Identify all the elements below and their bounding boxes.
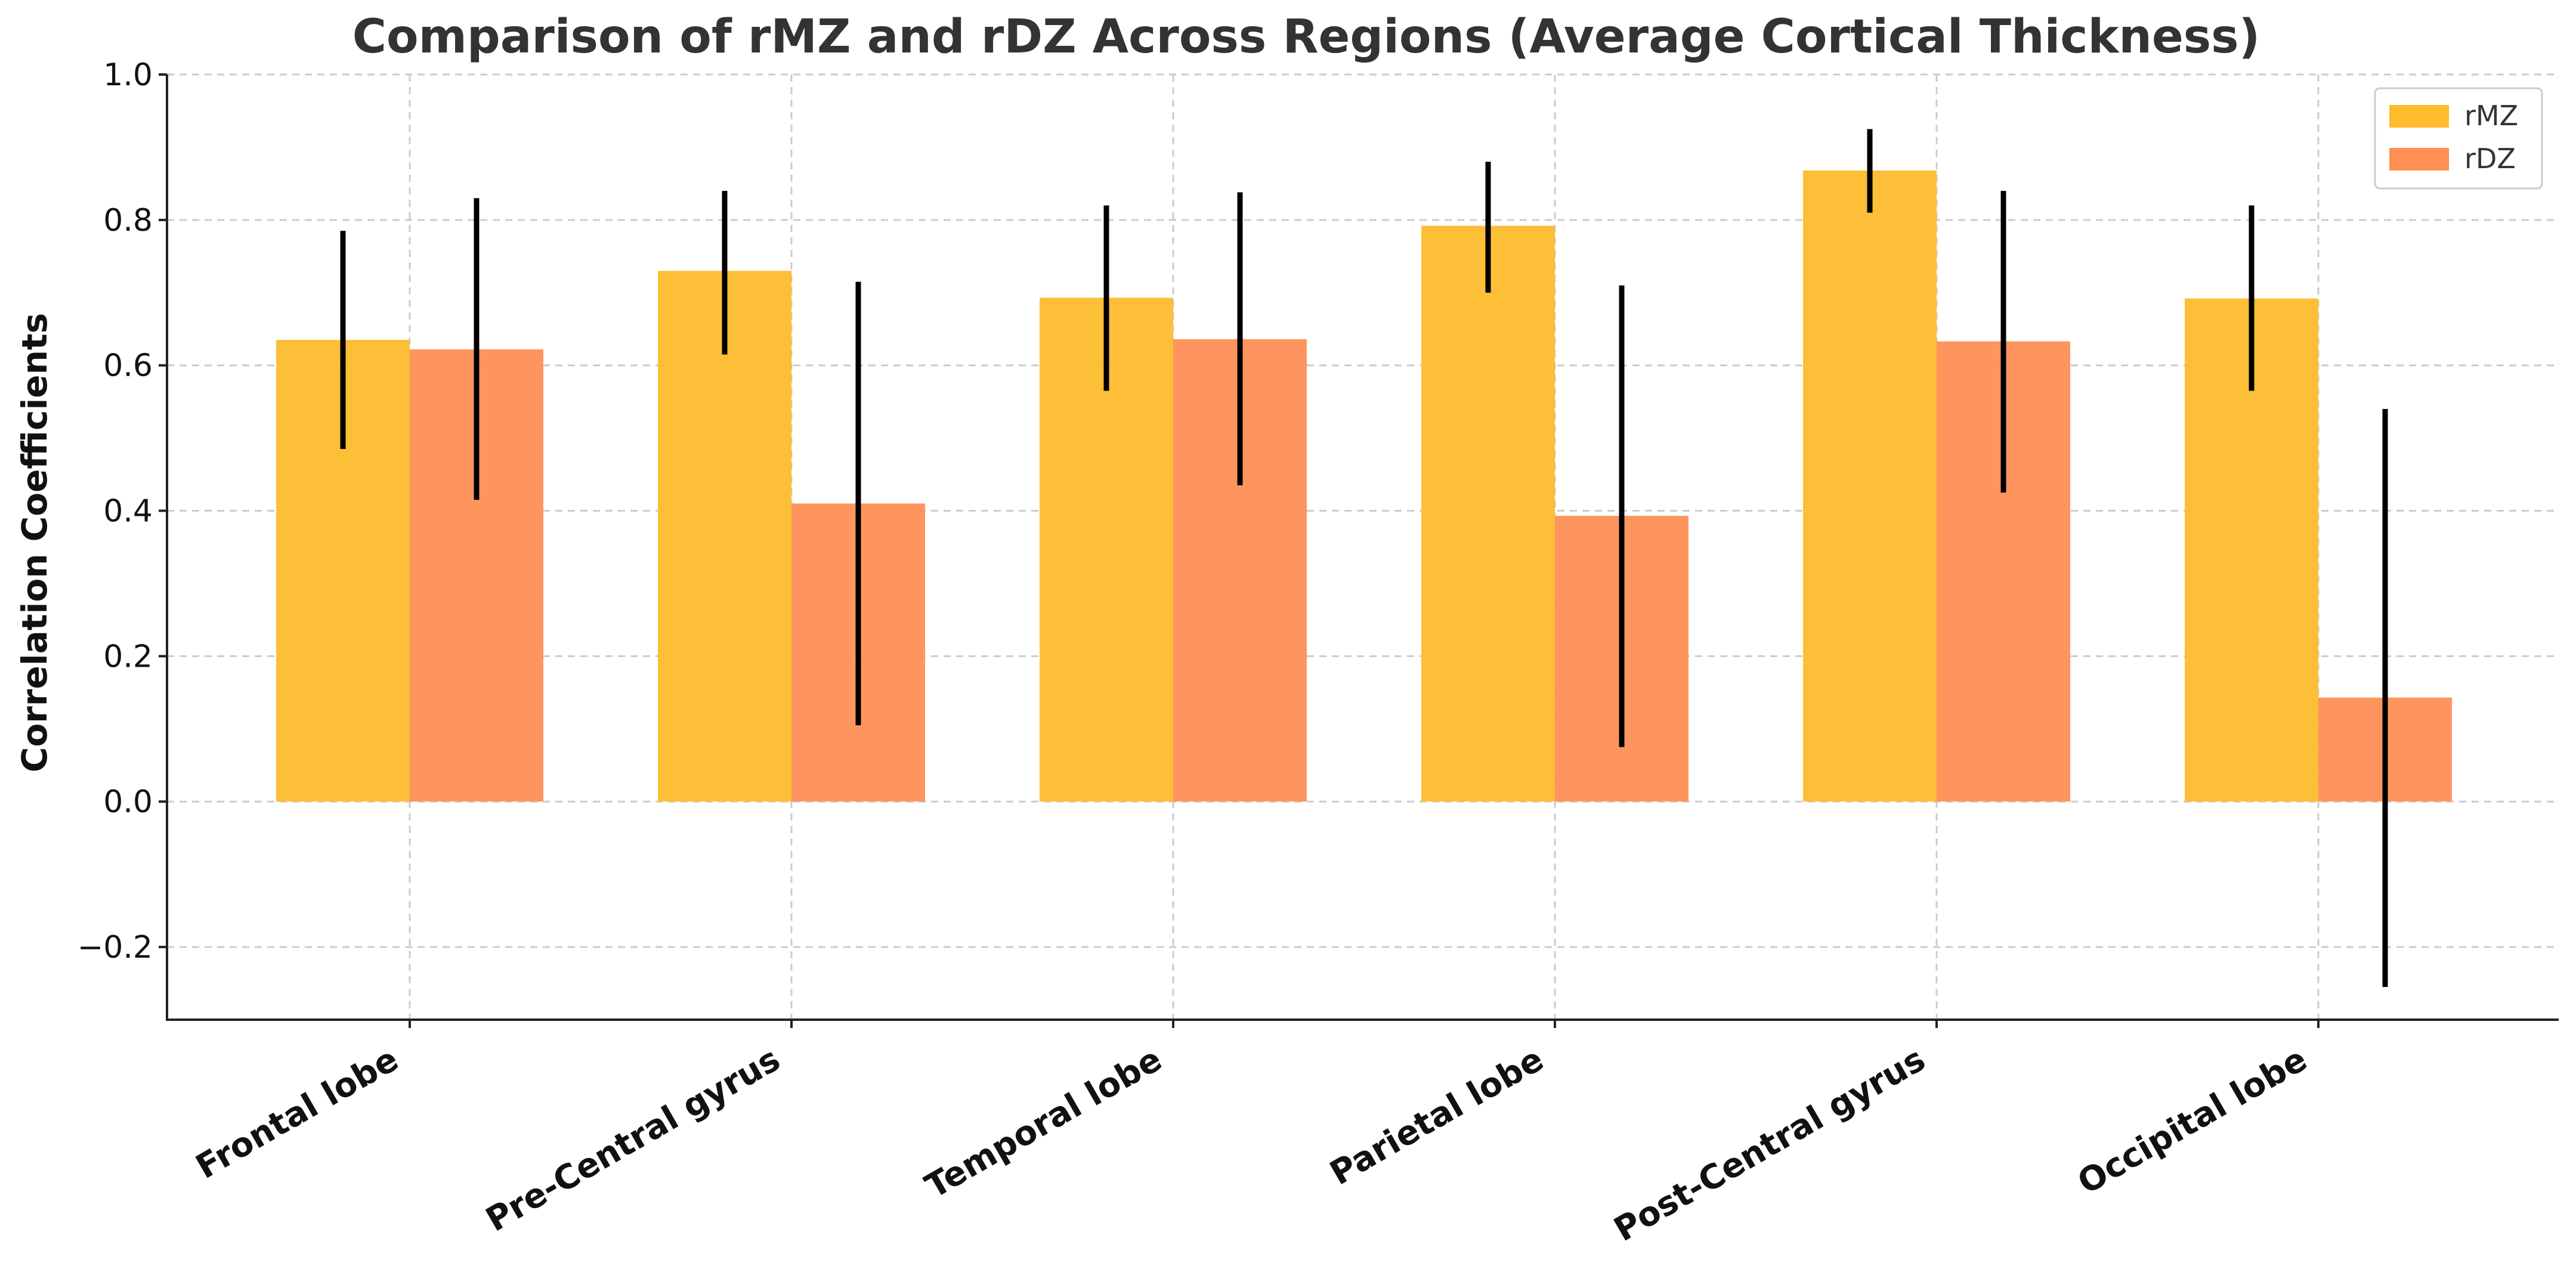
legend-label-rmz: rMZ (2464, 100, 2518, 132)
legend-swatch-rdz (2389, 148, 2449, 171)
legend-label-rdz: rDZ (2464, 143, 2516, 175)
y-tick-label: 0.2 (103, 639, 153, 674)
bars-layer (276, 171, 2452, 801)
x-tick-label: Pre-Central gyrus (480, 1040, 787, 1240)
legend: rMZ rDZ (2375, 88, 2542, 188)
error-bars-layer (343, 129, 2385, 987)
y-tick-label: 0.6 (103, 348, 153, 384)
chart-container: Comparison of rMZ and rDZ Across Regions… (0, 0, 2576, 1261)
x-tick-label: Frontal lobe (190, 1040, 405, 1187)
bar-chart: Comparison of rMZ and rDZ Across Regions… (0, 0, 2576, 1261)
y-tick-label: 0.4 (103, 494, 153, 530)
x-tick-label: Parietal lobe (1323, 1040, 1550, 1193)
x-tick-label: Post-Central gyrus (1607, 1040, 1932, 1249)
bar-rmz-4 (1421, 226, 1555, 802)
y-tick-label: −0.2 (78, 930, 153, 965)
y-tick-label: 0.8 (103, 203, 153, 239)
chart-title: Comparison of rMZ and rDZ Across Regions… (352, 10, 2260, 64)
legend-swatch-rmz (2389, 105, 2449, 128)
y-axis-label: Correlation Coefficients (14, 313, 55, 772)
bar-rmz-5 (1803, 171, 1937, 801)
x-tick-label: Temporal lobe (919, 1040, 1168, 1206)
x-tick-label: Occipital lobe (2071, 1040, 2314, 1202)
y-tick-label: 0.0 (103, 784, 153, 820)
y-tick-label: 1.0 (103, 57, 153, 93)
